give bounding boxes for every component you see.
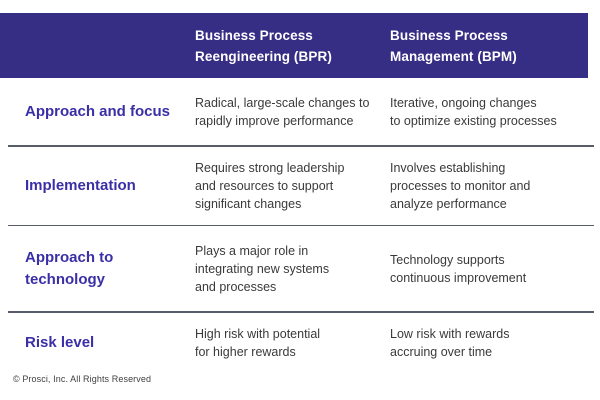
table-row: Approach to technology Plays a major rol…	[0, 226, 600, 311]
bpr-cell: Plays a major role in integrating new sy…	[195, 243, 330, 294]
table-body: Approach and focus Radical, large-scale …	[0, 78, 600, 373]
bpm-cell: Technology supports continuous improveme…	[390, 252, 527, 285]
copyright-notice: © Prosci, Inc. All Rights Reserved	[13, 374, 152, 384]
row-divider	[8, 145, 594, 147]
row-label: Implementation	[25, 176, 136, 194]
header-bpm: Business Process Management (BPM)	[390, 27, 517, 64]
bpr-cell: Requires strong leadership and resources…	[195, 160, 345, 211]
bpm-cell: Low risk with rewards accruing over time	[390, 326, 510, 359]
table-row: Approach and focus Radical, large-scale …	[0, 78, 600, 145]
row-label: Approach and focus	[25, 102, 171, 120]
bpr-cell: High risk with potential for higher rewa…	[195, 326, 321, 359]
bpm-cell: Iterative, ongoing changes to optimize e…	[390, 95, 557, 128]
row-label: Approach to technology	[25, 248, 114, 288]
row-divider	[8, 311, 594, 313]
table-row: Implementation Requires strong leadershi…	[0, 147, 600, 225]
table-header-row: Business Process Reengineering (BPR) Bus…	[0, 13, 588, 78]
bpm-cell: Involves establishing processes to monit…	[390, 160, 531, 211]
table-row: Risk level High risk with potential for …	[0, 313, 600, 373]
row-label: Risk level	[25, 333, 95, 351]
row-divider	[8, 224, 594, 226]
bpr-cell: Radical, large-scale changes to rapidly …	[195, 95, 370, 128]
header-bpr: Business Process Reengineering (BPR)	[195, 27, 332, 64]
